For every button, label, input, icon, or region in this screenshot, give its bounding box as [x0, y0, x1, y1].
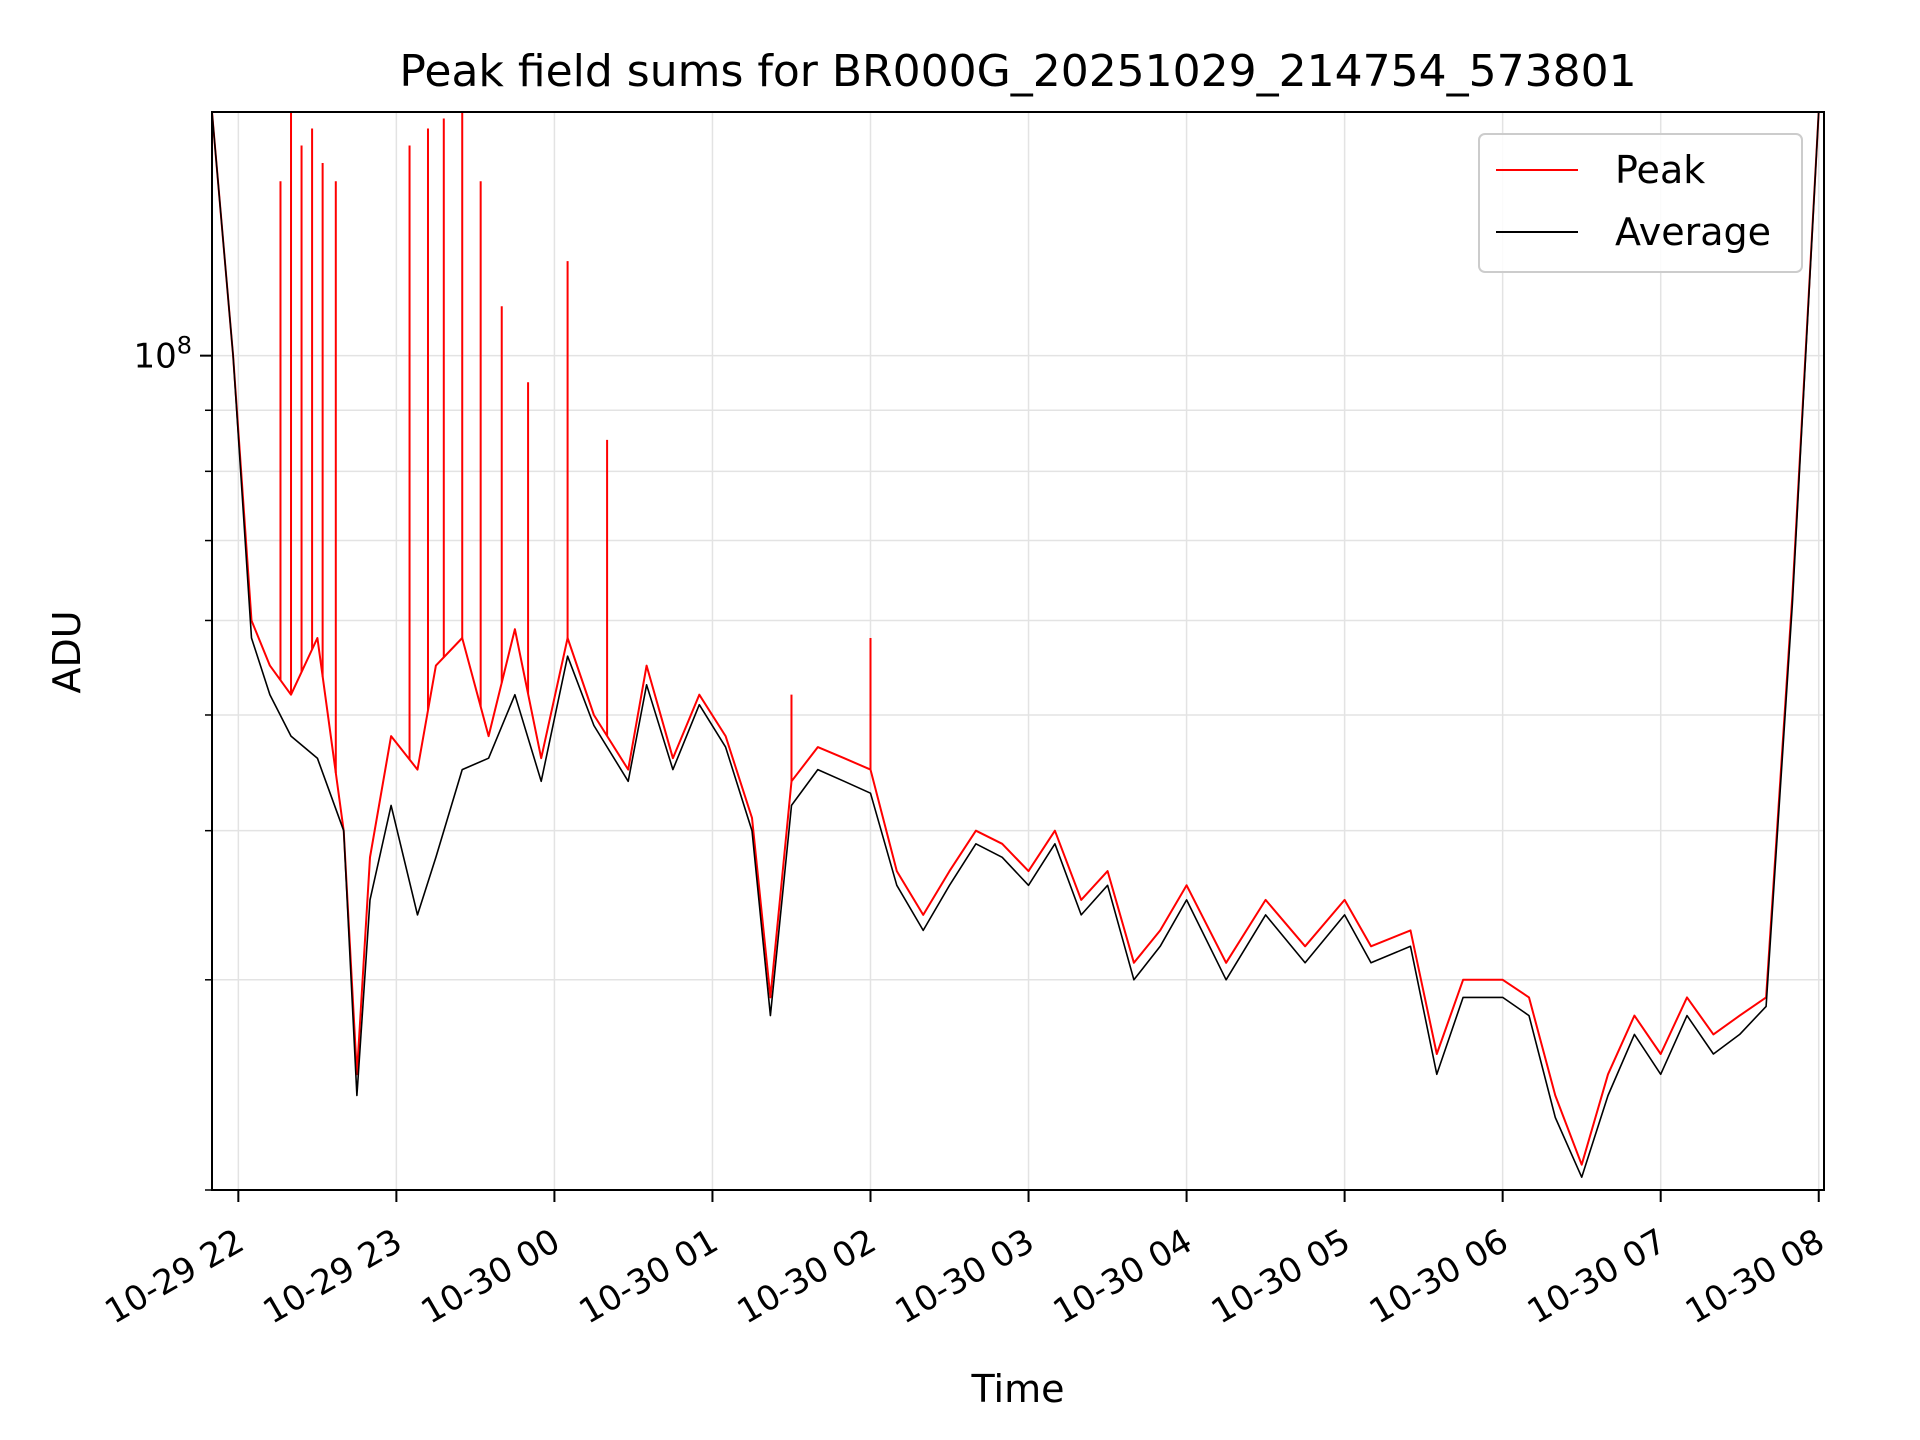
x-axis-ticks: 10-29 22 10-29 23 10-30 00 10-30 01 10-30 02… — [98, 1190, 1831, 1332]
y-tick-label: 108 — [133, 332, 192, 377]
series-line-peak — [212, 112, 1820, 1166]
y-axis-ticks: 108 — [133, 332, 212, 1191]
x-tick-label: 10-30 07 — [1521, 1221, 1673, 1332]
series-layer — [212, 112, 1820, 1178]
plot-frame — [211, 111, 1825, 1191]
grid-lines — [212, 112, 1824, 1191]
x-axis-label: Time — [971, 1367, 1065, 1411]
series-group — [212, 112, 1820, 1178]
legend-label-peak: Peak — [1615, 148, 1705, 192]
x-tick-label: 10-30 03 — [889, 1221, 1041, 1332]
x-tick-label: 10-30 06 — [1363, 1221, 1515, 1332]
x-tick-label: 10-29 22 — [98, 1221, 250, 1332]
x-tick-label: 10-30 04 — [1047, 1221, 1199, 1332]
x-tick-label: 10-30 05 — [1205, 1221, 1357, 1332]
legend-label-average: Average — [1615, 210, 1771, 254]
chart-title: Peak field sums for BR000G_20251029_2147… — [399, 46, 1636, 97]
x-tick-label: 10-30 01 — [573, 1221, 725, 1332]
series-line-average — [212, 112, 1820, 1178]
y-axis-label: ADU — [45, 610, 89, 693]
legend-box — [1478, 133, 1803, 273]
legend: Peak Average — [1478, 133, 1803, 273]
x-tick-label: 10-30 08 — [1679, 1221, 1831, 1332]
x-tick-label: 10-30 00 — [415, 1221, 567, 1332]
x-tick-label: 10-29 23 — [256, 1221, 408, 1332]
x-tick-label: 10-30 02 — [731, 1221, 883, 1332]
